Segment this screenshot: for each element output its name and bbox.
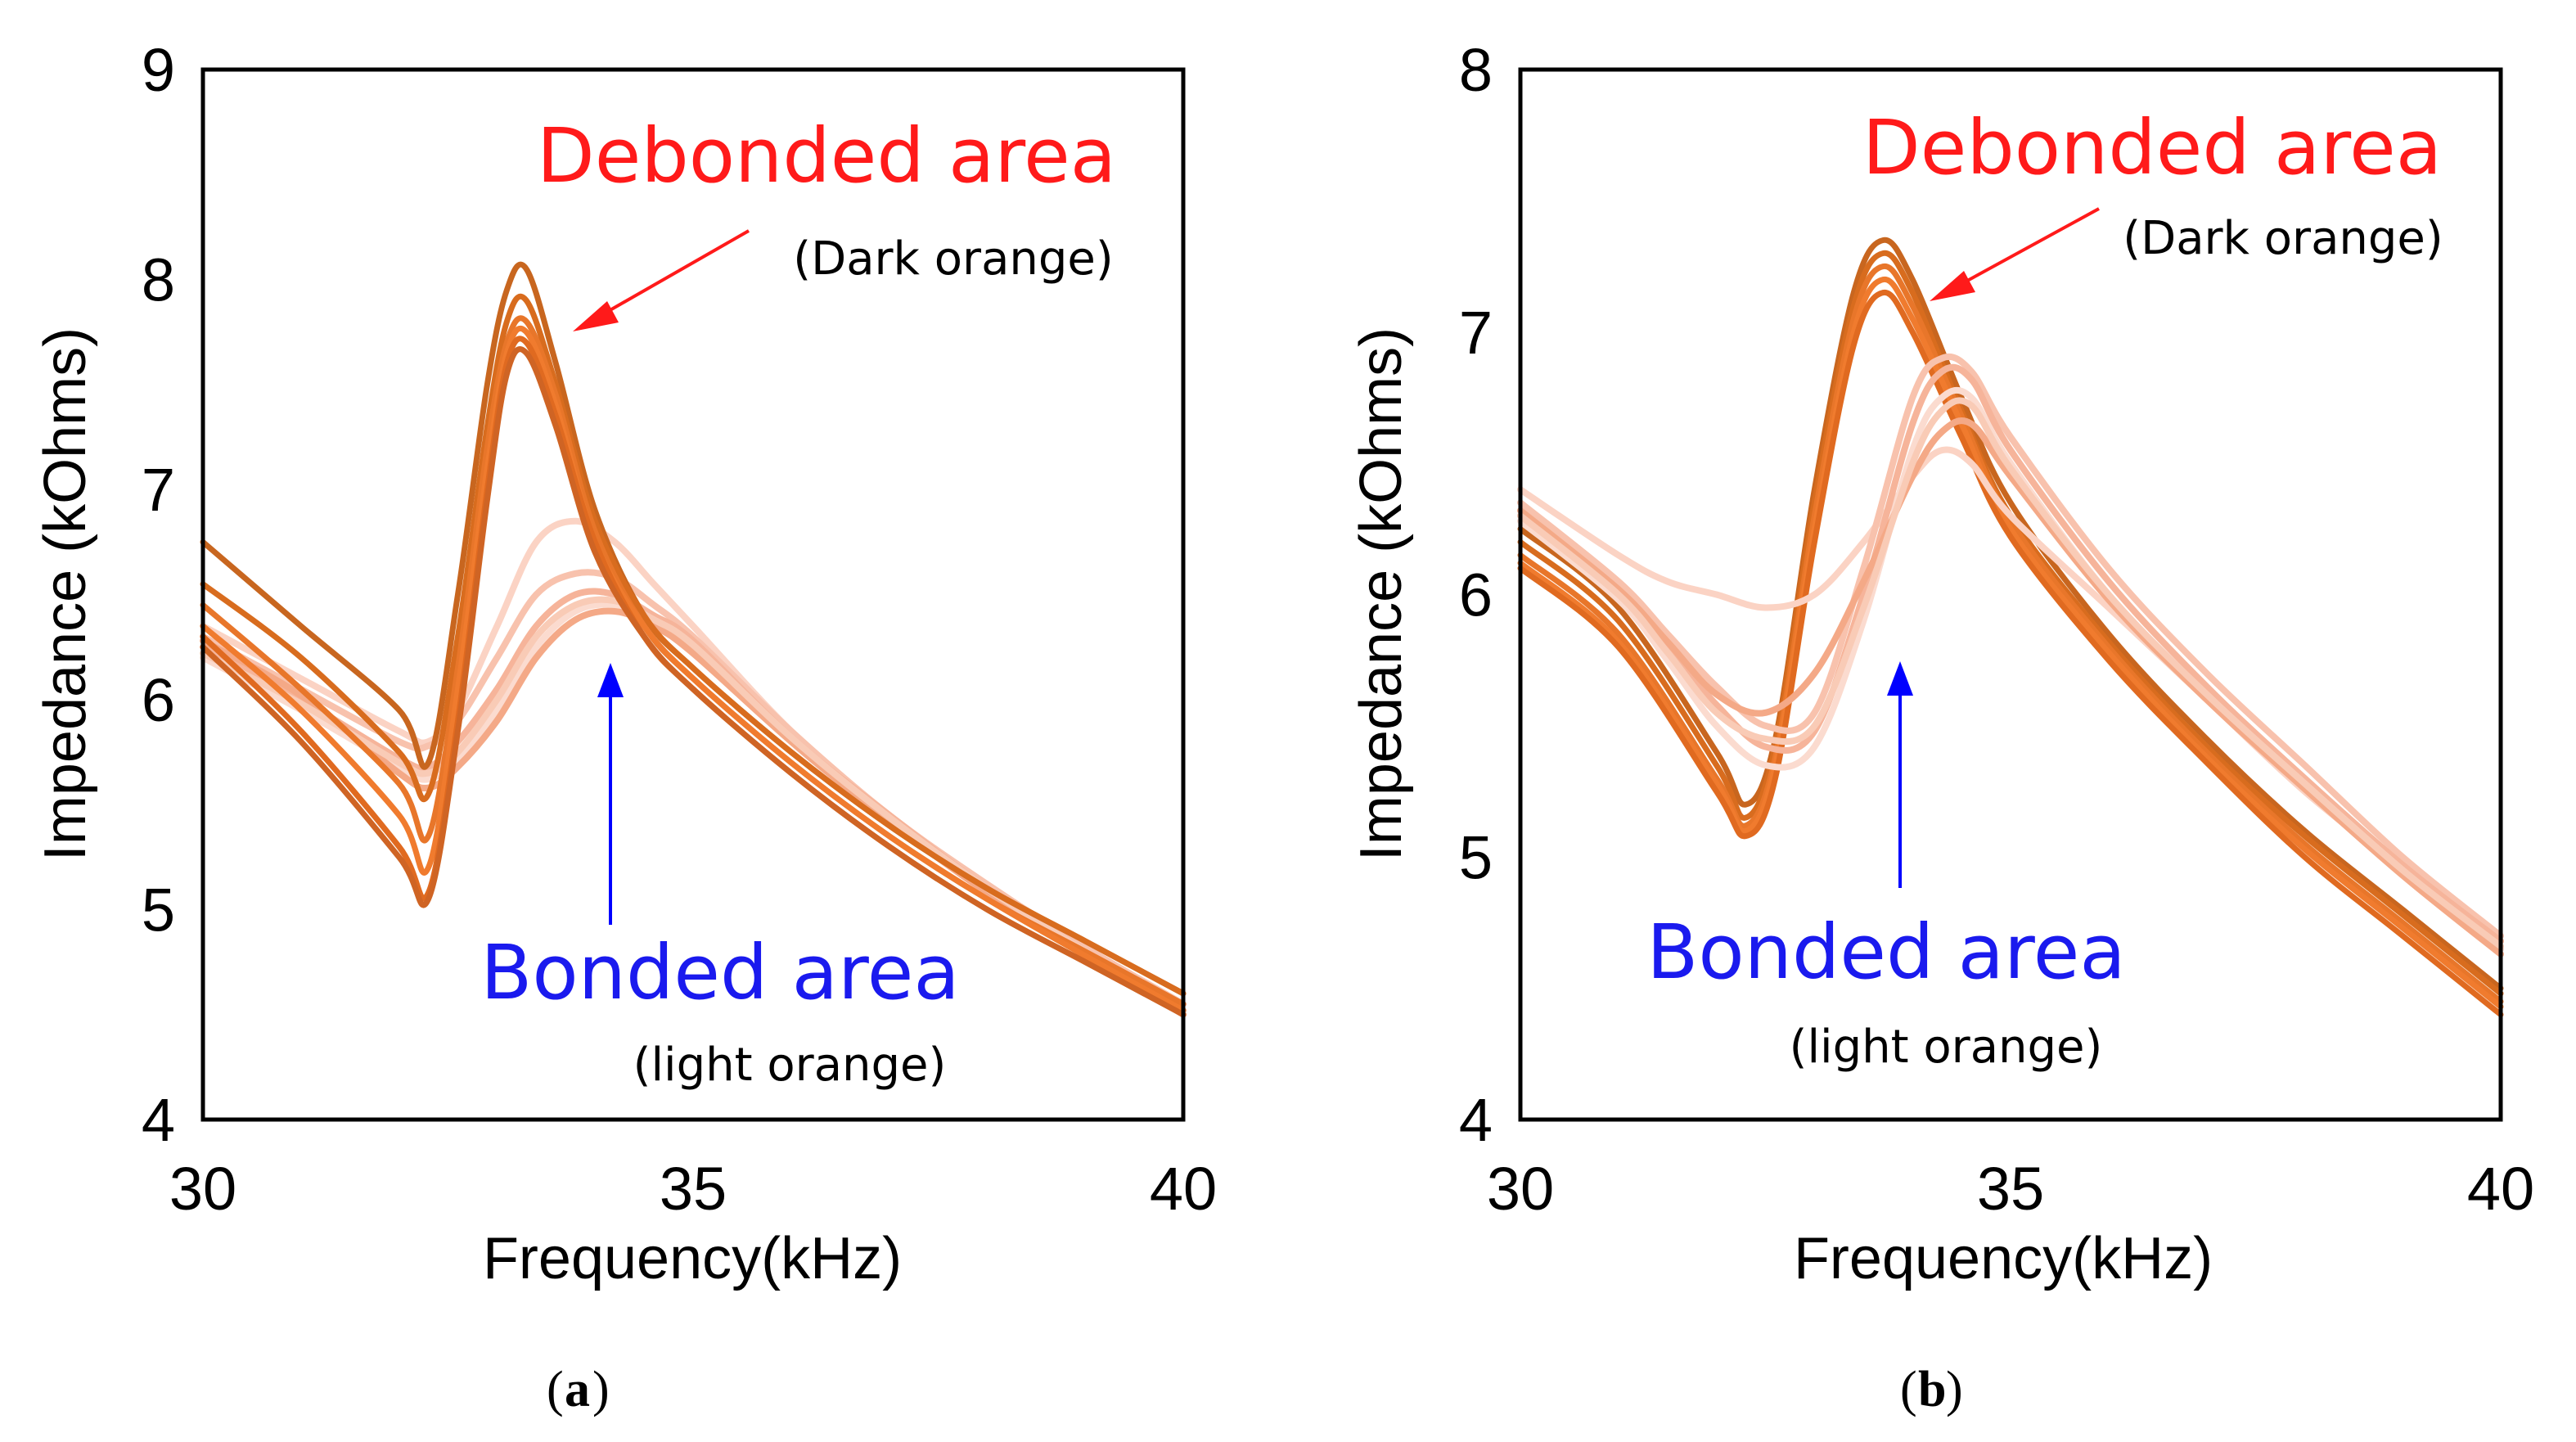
debonded-curve-4	[200, 325, 1187, 1014]
x-tick-label: 35	[660, 1155, 727, 1223]
series-curves-b	[1517, 237, 2504, 1018]
plot-frame-a	[200, 67, 1186, 1122]
chart-panel-b: 4 5 6 7 8 30 35 40 Frequency(kHz) Impedance (k…	[1349, 36, 2534, 1417]
bonded-title-b: Bonded area	[1646, 908, 2126, 996]
panel-letter-a: a	[565, 1362, 590, 1417]
x-axis-label-a: Frequency(kHz)	[483, 1226, 902, 1291]
y-tick-label: 6	[1459, 561, 1493, 629]
x-tick-label: 40	[2467, 1155, 2534, 1223]
debonded-curve-6	[200, 346, 1187, 1018]
y-ticks-a: 4 5 6 7 8 9	[142, 36, 175, 1154]
y-tick-label: 5	[142, 876, 175, 944]
bonded-curve-5	[1517, 417, 2504, 958]
svg-text:): )	[592, 1362, 610, 1417]
debonded-curve-4	[1517, 277, 2504, 1010]
y-tick-label: 6	[142, 666, 175, 734]
chart-panel-a: 4 5 6 7 8 9 30 35 40 Frequency(kHz) Impedance (…	[33, 36, 1217, 1417]
x-tick-label: 30	[169, 1155, 236, 1223]
svg-text:): )	[1946, 1362, 1963, 1417]
x-tick-label: 35	[1977, 1155, 2044, 1223]
bonded-curve-6	[1517, 397, 2504, 950]
bonded-title-a: Bonded area	[480, 929, 960, 1016]
debonded-title-a: Debonded area	[537, 112, 1116, 200]
x-axis-label-b: Frequency(kHz)	[1794, 1226, 2213, 1291]
debonded-title-b: Debonded area	[1862, 104, 2442, 192]
y-tick-label: 8	[1459, 36, 1493, 104]
y-axis-label-a: Impedance (kOhms)	[33, 327, 98, 861]
bonded-arrow-b	[1887, 661, 1913, 888]
debonded-arrow-b	[1930, 207, 2100, 301]
y-tick-label: 7	[142, 456, 175, 524]
debonded-subtitle-a: (Dark orange)	[793, 232, 1113, 286]
panel-caption-a: ( a )	[547, 1362, 610, 1417]
debonded-curve-1	[1517, 237, 2504, 992]
y-tick-label: 5	[1459, 823, 1493, 891]
x-tick-label: 30	[1487, 1155, 1554, 1223]
x-tick-label: 40	[1150, 1155, 1217, 1223]
debonded-arrow-a	[573, 229, 750, 331]
bonded-curve-2	[1517, 353, 2504, 940]
debonded-curve-5	[1517, 290, 2504, 1018]
bonded-subtitle-b: (light orange)	[1790, 1021, 2103, 1074]
bonded-subtitle-a: (light orange)	[633, 1039, 947, 1092]
svg-text:(: (	[547, 1362, 564, 1417]
y-tick-label: 4	[1459, 1086, 1493, 1154]
series-curves-a	[200, 261, 1187, 1018]
svg-text:(: (	[1900, 1362, 1917, 1417]
plot-frame-b	[1518, 67, 2503, 1122]
y-axis-label-b: Impedance (kOhms)	[1349, 327, 1414, 861]
bonded-curve-3	[1517, 363, 2504, 944]
x-ticks-b: 30 35 40	[1487, 1155, 2534, 1223]
y-ticks-b: 4 5 6 7 8	[1459, 36, 1493, 1154]
panel-caption-b: ( b )	[1900, 1362, 1963, 1417]
y-tick-label: 9	[142, 36, 175, 104]
debonded-curve-2	[1517, 250, 2504, 997]
debonded-subtitle-b: (Dark orange)	[2123, 212, 2443, 265]
debonded-curve-3	[200, 315, 1187, 1007]
bonded-arrow-a	[597, 663, 624, 925]
y-tick-label: 8	[142, 246, 175, 314]
debonded-curve-2	[200, 293, 1187, 997]
x-ticks-a: 30 35 40	[169, 1155, 1217, 1223]
panel-letter-b: b	[1918, 1362, 1946, 1417]
y-tick-label: 7	[1459, 299, 1493, 367]
y-tick-label: 4	[142, 1086, 175, 1154]
